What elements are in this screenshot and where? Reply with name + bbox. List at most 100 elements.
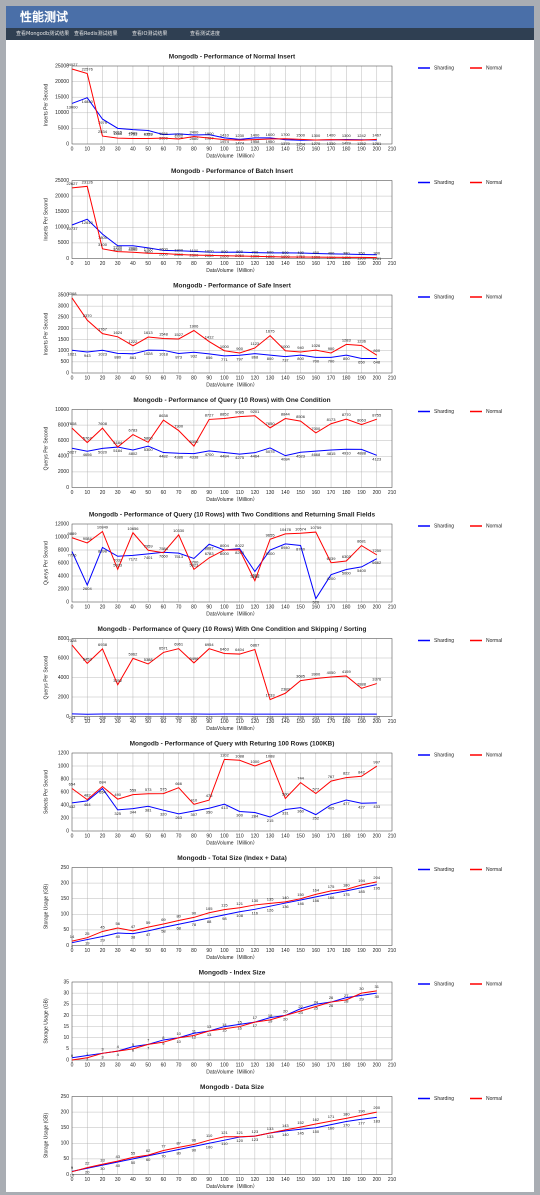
x-tick-label: 150 — [296, 604, 305, 610]
x-tick-label: 110 — [236, 719, 244, 725]
data-label: 263 — [69, 715, 76, 720]
data-label: 140 — [282, 895, 289, 900]
data-label: 1613 — [144, 330, 154, 335]
data-label: 8398 — [98, 548, 108, 553]
x-tick-label: 80 — [191, 146, 197, 152]
nav-tab[interactable]: 查看Mongodb测试结果 — [16, 31, 70, 37]
x-tick-label: 70 — [176, 948, 182, 954]
x-tick-label: 100 — [220, 1177, 229, 1183]
y-tick-label: 5000 — [58, 240, 69, 246]
series-line — [71, 185, 377, 259]
plot-frame — [71, 523, 393, 603]
nav-tab[interactable]: 查看测试进度 — [190, 31, 221, 37]
data-label: 1123 — [251, 341, 260, 346]
data-label: 1500 — [296, 132, 306, 137]
data-label: 10478 — [280, 527, 292, 532]
data-label: 241 — [252, 715, 259, 720]
data-label: 1412 — [205, 335, 215, 340]
data-label: 350 — [358, 250, 365, 255]
data-label: 115 — [221, 903, 228, 908]
x-tick-label: 60 — [161, 604, 167, 610]
y-tick-label: 0 — [66, 141, 69, 147]
data-label: 70 — [161, 1154, 166, 1159]
data-label: 11 — [192, 1029, 197, 1034]
legend-label: Sharding — [434, 180, 454, 186]
x-tick-label: 170 — [327, 833, 336, 839]
nav-tab[interactable]: 查看Redis测试结果 — [74, 31, 118, 37]
data-label: 0 — [71, 1053, 74, 1058]
x-tick-label: 160 — [312, 948, 321, 954]
y-tick-label: 0 — [66, 1172, 69, 1178]
y-tick-label: 2000 — [58, 326, 69, 332]
y-tick-label: 10000 — [55, 534, 69, 540]
data-label: 9 — [71, 1165, 74, 1170]
series-line — [71, 349, 377, 360]
data-label: 24027 — [66, 62, 78, 67]
x-axis-label: DataVolume（Million） — [206, 611, 257, 617]
y-tick-label: 0 — [66, 256, 69, 262]
data-label: 700 — [328, 358, 335, 363]
x-tick-label: 150 — [296, 719, 305, 725]
x-tick-label: 70 — [176, 375, 182, 381]
x-tick-label: 120 — [251, 948, 260, 954]
x-tick-label: 200 — [373, 948, 382, 954]
data-label: 432 — [69, 804, 76, 809]
data-label: 47 — [131, 924, 136, 929]
data-label: 3226 — [174, 135, 184, 140]
data-label: 1900 — [205, 131, 215, 136]
data-label: 4589 — [128, 131, 138, 136]
data-label: 1429 — [342, 141, 352, 146]
data-label: 1242 — [357, 133, 367, 138]
x-axis-label: DataVolume（Million） — [206, 153, 257, 159]
x-tick-label: 170 — [327, 948, 336, 954]
data-label: 20 — [85, 1169, 90, 1174]
data-label: 10330 — [173, 528, 185, 533]
x-tick-label: 80 — [191, 375, 197, 381]
data-label: 1330 — [327, 141, 337, 146]
chart-title: Mongodb - Performance of Query (10 Rows)… — [89, 512, 376, 519]
data-label: 1028 — [144, 351, 154, 356]
data-label: 143 — [282, 1123, 289, 1128]
data-label: 12 — [192, 1034, 197, 1039]
data-label: 58 — [161, 928, 166, 933]
legend-label: Normal — [486, 1096, 502, 1102]
x-tick-label: 120 — [251, 833, 260, 839]
data-label: 3 — [101, 1054, 104, 1059]
data-label: 4123 — [372, 456, 382, 461]
data-label: 175 — [328, 884, 335, 889]
y-tick-label: 3000 — [58, 303, 69, 309]
data-label: 3376 — [372, 677, 382, 682]
y-tick-label: 200 — [61, 815, 70, 821]
data-label: 7000 — [311, 426, 321, 431]
data-label: 1281 — [372, 141, 382, 146]
data-label: 171 — [328, 1114, 335, 1119]
x-tick-label: 50 — [145, 604, 151, 610]
data-label: 8681 — [357, 539, 367, 544]
x-tick-label: 190 — [357, 490, 366, 496]
x-tick-label: 70 — [176, 1177, 182, 1183]
x-tick-label: 10 — [84, 1062, 90, 1068]
y-tick-label: 200 — [61, 1109, 70, 1115]
data-label: 100 — [206, 1144, 213, 1149]
data-label: 520 — [312, 600, 319, 605]
x-tick-label: 50 — [145, 1177, 151, 1183]
data-label: 559 — [130, 788, 137, 793]
data-label: 77 — [161, 1144, 166, 1149]
y-tick-label: 10000 — [55, 225, 69, 231]
data-label: 1600 — [159, 247, 169, 252]
x-tick-label: 100 — [220, 261, 229, 267]
x-tick-label: 120 — [251, 490, 260, 496]
data-label: 573 — [145, 787, 152, 792]
x-tick-label: 0 — [71, 146, 74, 152]
series-line — [71, 445, 377, 457]
data-label: 4090 — [128, 247, 138, 252]
y-tick-label: 500 — [61, 359, 70, 365]
data-label: 255 — [145, 715, 152, 720]
data-label: 8200 — [235, 550, 245, 555]
nav-tab[interactable]: 查看IO测试结果 — [132, 31, 168, 37]
x-tick-label: 10 — [84, 604, 90, 610]
x-tick-label: 130 — [266, 948, 275, 954]
x-tick-label: 100 — [220, 375, 229, 381]
data-label: 800 — [236, 249, 243, 254]
x-tick-label: 160 — [312, 833, 321, 839]
